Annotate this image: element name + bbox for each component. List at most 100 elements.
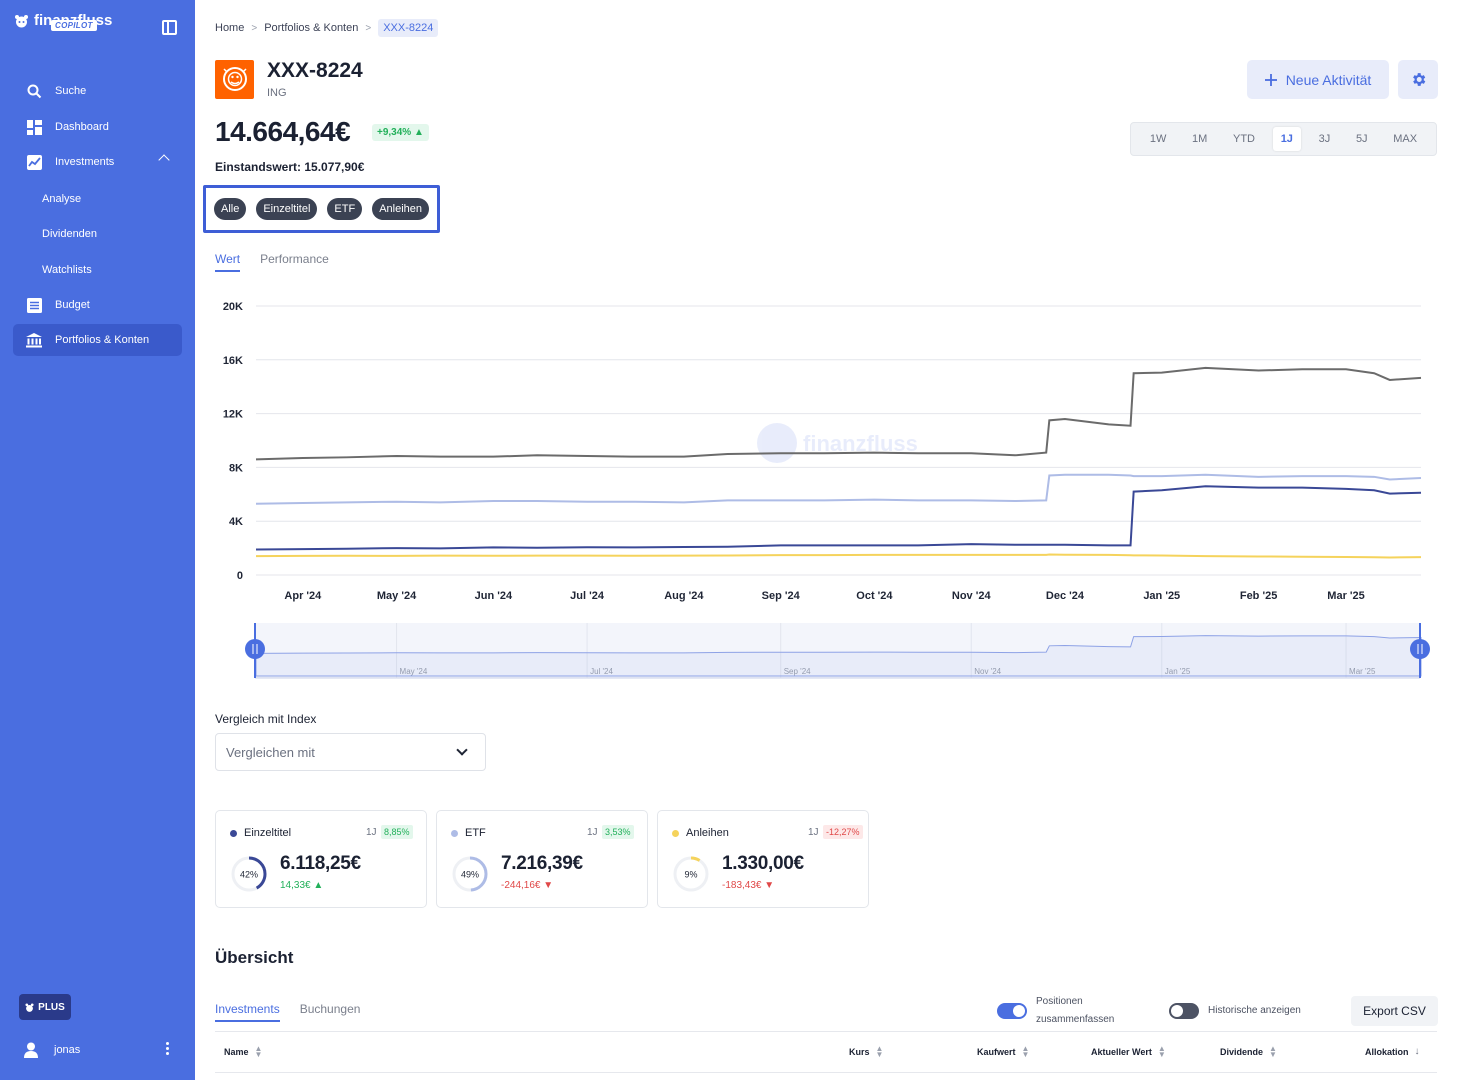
sidebar-item-label: Watchlists bbox=[42, 264, 92, 276]
filter-anleihen[interactable]: Anleihen bbox=[372, 198, 430, 220]
series-line-anleihen[interactable] bbox=[255, 553, 1422, 559]
card-value: 7.216,39€ bbox=[501, 853, 583, 874]
watermark-logo-icon bbox=[757, 423, 797, 463]
card-period: 1J bbox=[808, 827, 819, 838]
range-1j[interactable]: 1J bbox=[1272, 127, 1301, 151]
column-label: Kaufwert bbox=[977, 1047, 1016, 1057]
sidebar-item-analyse[interactable]: Analyse bbox=[13, 183, 182, 215]
tab-buchungen[interactable]: Buchungen bbox=[299, 1002, 361, 1016]
column-name[interactable]: Name ▲ ▼ bbox=[224, 1045, 262, 1059]
compare-index-select[interactable]: Vergleichen mit bbox=[215, 733, 486, 771]
tab-wert[interactable]: Wert bbox=[215, 252, 241, 272]
series-dot-icon bbox=[672, 830, 679, 837]
sidebar-item-watchlists[interactable]: Watchlists bbox=[13, 254, 182, 286]
card-period: 1J bbox=[587, 827, 598, 838]
column-dividende[interactable]: Dividende ▲ ▼ bbox=[1220, 1044, 1277, 1059]
filter-einzeltitel[interactable]: Einzeltitel bbox=[256, 198, 318, 220]
x-tick-label: Nov '24 bbox=[952, 590, 992, 602]
navigator-handle-left[interactable] bbox=[245, 623, 265, 678]
bank-name: ING bbox=[267, 87, 287, 99]
compare-placeholder: Vergleichen mit bbox=[226, 744, 315, 760]
y-tick-label: 4K bbox=[229, 516, 243, 528]
column-allokation[interactable]: Allokation ↓ bbox=[1365, 1046, 1420, 1057]
user-profile[interactable]: jonas bbox=[24, 1040, 176, 1060]
navigator-background[interactable] bbox=[255, 623, 1420, 678]
sidebar-collapse-icon[interactable] bbox=[162, 20, 177, 35]
chevron-up-icon[interactable] bbox=[158, 154, 170, 166]
allocation-donut: 49% bbox=[452, 856, 488, 892]
card-value: 6.118,25€ bbox=[280, 853, 361, 874]
sidebar-item-label: Dividenden bbox=[42, 228, 98, 240]
column-label: Allokation bbox=[1365, 1046, 1409, 1057]
export-csv-button[interactable]: Export CSV bbox=[1351, 996, 1438, 1026]
allocation-label: 9% bbox=[684, 870, 697, 880]
sidebar-item-budget[interactable]: Budget bbox=[13, 289, 182, 321]
merge-positions-label: Positionen zusammenfassen bbox=[1036, 996, 1115, 1025]
allocation-card-1[interactable]: ETF 1J 3,53% 49% 7.216,39€ -244,16€ ▼ bbox=[436, 810, 648, 908]
breadcrumb-home[interactable]: Home bbox=[215, 22, 245, 34]
range-3j[interactable]: 3J bbox=[1318, 133, 1331, 145]
breadcrumb-separator-icon: > bbox=[251, 22, 258, 34]
breadcrumb: Home > Portfolios & Konten > XXX-8224 bbox=[215, 18, 439, 38]
series-line-total[interactable] bbox=[255, 366, 1422, 461]
x-tick-label: Jan '25 bbox=[1143, 590, 1180, 602]
range-1w[interactable]: 1W bbox=[1149, 133, 1167, 145]
column-aktueller-wert[interactable]: Aktueller Wert ▲ ▼ bbox=[1091, 1045, 1166, 1059]
breadcrumb-portfolios[interactable]: Portfolios & Konten bbox=[264, 22, 359, 34]
show-history-toggle[interactable] bbox=[1169, 1003, 1199, 1019]
plus-icon bbox=[1264, 73, 1277, 86]
ing-lion-logo-icon bbox=[215, 60, 254, 99]
merge-positions-toggle[interactable] bbox=[997, 1003, 1027, 1019]
y-tick-label: 12K bbox=[223, 409, 243, 421]
new-activity-button[interactable]: Neue Aktivität bbox=[1247, 60, 1389, 99]
sidebar-item-dividenden[interactable]: Dividenden bbox=[13, 218, 182, 250]
table-top-divider bbox=[215, 1031, 1437, 1032]
sidebar-item-portfolios[interactable]: Portfolios & Konten bbox=[13, 324, 182, 356]
navigator-series-line bbox=[255, 635, 1422, 677]
filter-etf[interactable]: ETF bbox=[327, 198, 363, 220]
more-vertical-icon[interactable] bbox=[166, 1042, 170, 1057]
column-kurs[interactable]: Kurs ▲ ▼ bbox=[849, 1045, 883, 1059]
sidebar-item-investments[interactable]: Investments bbox=[13, 146, 182, 178]
navigator-tick-label: Sep '24 bbox=[784, 667, 811, 676]
x-tick-label: Sep '24 bbox=[762, 590, 801, 602]
breadcrumb-separator-icon: > bbox=[365, 22, 372, 34]
navigator-tick-label: Jul '24 bbox=[590, 667, 613, 676]
user-avatar-icon bbox=[24, 1042, 38, 1058]
time-range-selector: 1W 1M YTD 1J 3J 5J MAX bbox=[1130, 122, 1437, 156]
sidebar-item-label: Analyse bbox=[42, 193, 82, 205]
budget-list-icon bbox=[26, 297, 42, 313]
plus-badge[interactable]: PLUS bbox=[19, 994, 71, 1020]
navigator-handle-right[interactable] bbox=[1410, 623, 1430, 678]
allocation-card-2[interactable]: Anleihen 1J -12,27% 9% 1.330,00€ -183,43€ ▼ bbox=[657, 810, 869, 908]
range-5j[interactable]: 5J bbox=[1355, 133, 1368, 145]
tab-performance[interactable]: Performance bbox=[260, 252, 329, 266]
settings-button[interactable] bbox=[1398, 60, 1438, 99]
allocation-arc bbox=[673, 856, 709, 892]
filter-alle[interactable]: Alle bbox=[214, 198, 247, 220]
sidebar-item-search[interactable]: Suche bbox=[13, 75, 182, 107]
plan-label: PLUS bbox=[38, 1001, 65, 1013]
column-kaufwert[interactable]: Kaufwert ▲ ▼ bbox=[977, 1045, 1029, 1059]
column-label: Name bbox=[224, 1047, 249, 1057]
series-line-einzeltitel[interactable] bbox=[255, 485, 1422, 551]
new-activity-label: Neue Aktivität bbox=[1285, 71, 1372, 88]
total-change-badge: +9,34% ▲ bbox=[372, 124, 429, 141]
range-max[interactable]: MAX bbox=[1393, 133, 1418, 145]
x-tick-label: Jun '24 bbox=[475, 590, 513, 602]
card-delta: 14,33€ ▲ bbox=[280, 880, 324, 891]
range-1m[interactable]: 1M bbox=[1192, 133, 1208, 145]
gear-icon bbox=[1412, 73, 1425, 86]
dashboard-icon bbox=[26, 119, 42, 135]
range-ytd[interactable]: YTD bbox=[1233, 133, 1255, 145]
x-tick-label: Mar '25 bbox=[1327, 590, 1364, 602]
tab-investments[interactable]: Investments bbox=[215, 1002, 280, 1022]
sort-icon: ▲ ▼ bbox=[1269, 1044, 1277, 1059]
sidebar-item-dashboard[interactable]: Dashboard bbox=[13, 111, 182, 143]
allocation-card-0[interactable]: Einzeltitel 1J 8,85% 42% 6.118,25€ 14,33€ ▲ bbox=[215, 810, 427, 908]
overview-tabs: Investments Buchungen bbox=[215, 1002, 360, 1022]
allocation-arc bbox=[231, 856, 267, 892]
overview-title: Übersicht bbox=[215, 948, 294, 967]
series-line-etf[interactable] bbox=[255, 473, 1422, 505]
x-tick-label: May '24 bbox=[377, 590, 417, 602]
